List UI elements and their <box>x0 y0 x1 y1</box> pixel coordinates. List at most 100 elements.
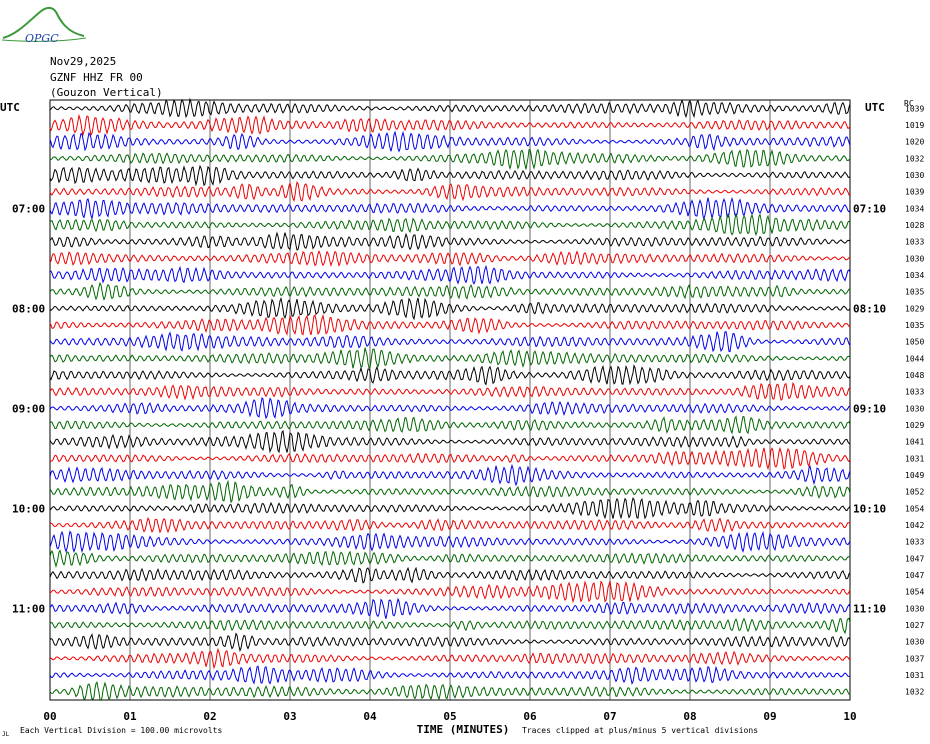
seismic-trace <box>49 196 851 221</box>
x-tick-label: 08 <box>683 710 696 723</box>
seismic-trace <box>49 397 851 420</box>
seismic-trace <box>49 597 851 619</box>
seismic-trace <box>49 181 851 203</box>
rc-value: 1030 <box>905 604 924 613</box>
x-tick-label: 07 <box>603 710 616 723</box>
rc-value: 1042 <box>905 521 924 530</box>
rc-value: 1049 <box>905 471 924 480</box>
logo-swoosh-icon <box>1 37 87 42</box>
seismic-trace <box>49 97 851 119</box>
rc-value: 1029 <box>905 304 924 313</box>
logo-mountain-icon <box>2 6 85 39</box>
plot-date: Nov29,2025 <box>50 55 117 68</box>
x-axis-title: TIME (MINUTES) <box>417 723 510 736</box>
seismic-trace <box>49 264 851 285</box>
right-hour-label: 08:10 <box>853 302 886 315</box>
x-tick-label: 06 <box>523 710 537 723</box>
x-tick-label: 09 <box>763 710 776 723</box>
rc-value: 1032 <box>905 688 924 697</box>
seismic-trace <box>49 463 851 487</box>
x-tick-label: 01 <box>123 710 137 723</box>
seismic-trace <box>49 231 851 251</box>
footer-corner-mark: JL <box>2 731 10 738</box>
seismic-trace <box>49 148 851 171</box>
rc-value: 1030 <box>905 404 924 413</box>
rc-value: 1019 <box>905 121 924 130</box>
x-tick-label: 00 <box>43 710 56 723</box>
seismic-trace <box>49 130 851 153</box>
seismic-trace <box>49 281 851 302</box>
left-hour-label: 11:00 <box>12 602 45 615</box>
rc-value: 1031 <box>905 454 924 463</box>
seismic-trace <box>49 446 851 471</box>
seismic-trace <box>49 296 851 321</box>
right-hour-label: 09:10 <box>853 402 886 415</box>
rc-value: 1027 <box>905 621 924 630</box>
rc-value: 1054 <box>905 504 924 513</box>
seismic-trace <box>49 647 851 670</box>
seismic-trace <box>49 429 851 454</box>
seismic-trace <box>49 580 851 604</box>
seismic-trace <box>49 549 851 569</box>
seismic-trace <box>49 415 851 435</box>
seismic-trace <box>49 313 851 336</box>
seismic-trace <box>49 381 851 401</box>
rc-value: 1047 <box>905 571 924 580</box>
x-tick-label: 02 <box>203 710 216 723</box>
seismic-trace <box>49 617 851 635</box>
seismic-trace <box>49 681 851 702</box>
rc-value: 1035 <box>905 321 924 330</box>
x-tick-label: 04 <box>363 710 377 723</box>
seismic-trace <box>49 249 851 268</box>
plot-frame <box>49 99 851 701</box>
rc-value: 1030 <box>905 638 924 647</box>
rc-value: 1031 <box>905 671 924 680</box>
rc-value: 1028 <box>905 221 924 230</box>
rc-value: 1037 <box>905 654 924 663</box>
rc-value: 1034 <box>905 204 924 213</box>
seismic-trace <box>49 530 851 554</box>
rc-value: 1050 <box>905 338 924 347</box>
rc-value: 1033 <box>905 238 924 247</box>
rc-value: 1047 <box>905 554 924 563</box>
left-hour-label: 09:00 <box>12 402 45 415</box>
rc-value: 1052 <box>905 488 924 497</box>
rc-value: 1054 <box>905 588 924 597</box>
seismic-trace <box>49 164 851 187</box>
x-tick-label: 05 <box>443 710 456 723</box>
seismic-trace <box>49 331 851 353</box>
rc-value: 1039 <box>905 188 924 197</box>
opgc-logo: OPGC <box>1 6 87 45</box>
seismic-trace <box>49 665 851 685</box>
rc-value: 1048 <box>905 371 924 380</box>
seismic-trace <box>49 517 851 534</box>
seismic-trace <box>49 566 851 584</box>
x-tick-label: 03 <box>283 710 296 723</box>
rc-value: 1030 <box>905 171 924 180</box>
seismic-trace <box>49 212 851 237</box>
left-hour-label: 08:00 <box>12 302 45 315</box>
x-tick-label: 10 <box>843 710 856 723</box>
station-code: GZNF HHZ FR 00 <box>50 71 143 84</box>
left-axis-utc-label: UTC <box>0 101 20 114</box>
rc-value: 1041 <box>905 438 924 447</box>
logo-text: OPGC <box>25 32 59 45</box>
rc-column-label: RC <box>904 99 914 108</box>
seismic-trace <box>49 632 851 653</box>
rc-value: 1033 <box>905 538 924 547</box>
station-component: (Gouzon Vertical) <box>50 86 163 99</box>
left-hour-label: 10:00 <box>12 502 45 515</box>
rc-value: 1039 <box>905 104 924 113</box>
right-axis-utc-label: UTC <box>865 101 885 114</box>
rc-value: 1029 <box>905 421 924 430</box>
footer-clip-note: Traces clipped at plus/minus 5 vertical … <box>522 726 758 735</box>
right-hour-label: 10:10 <box>853 502 886 515</box>
rc-value: 1034 <box>905 271 924 280</box>
seismic-trace <box>49 113 851 137</box>
rc-value: 1033 <box>905 388 924 397</box>
seismic-trace <box>49 364 851 386</box>
left-hour-label: 07:00 <box>12 202 45 215</box>
seismic-trace <box>49 497 851 520</box>
rc-value: 1020 <box>905 138 924 147</box>
